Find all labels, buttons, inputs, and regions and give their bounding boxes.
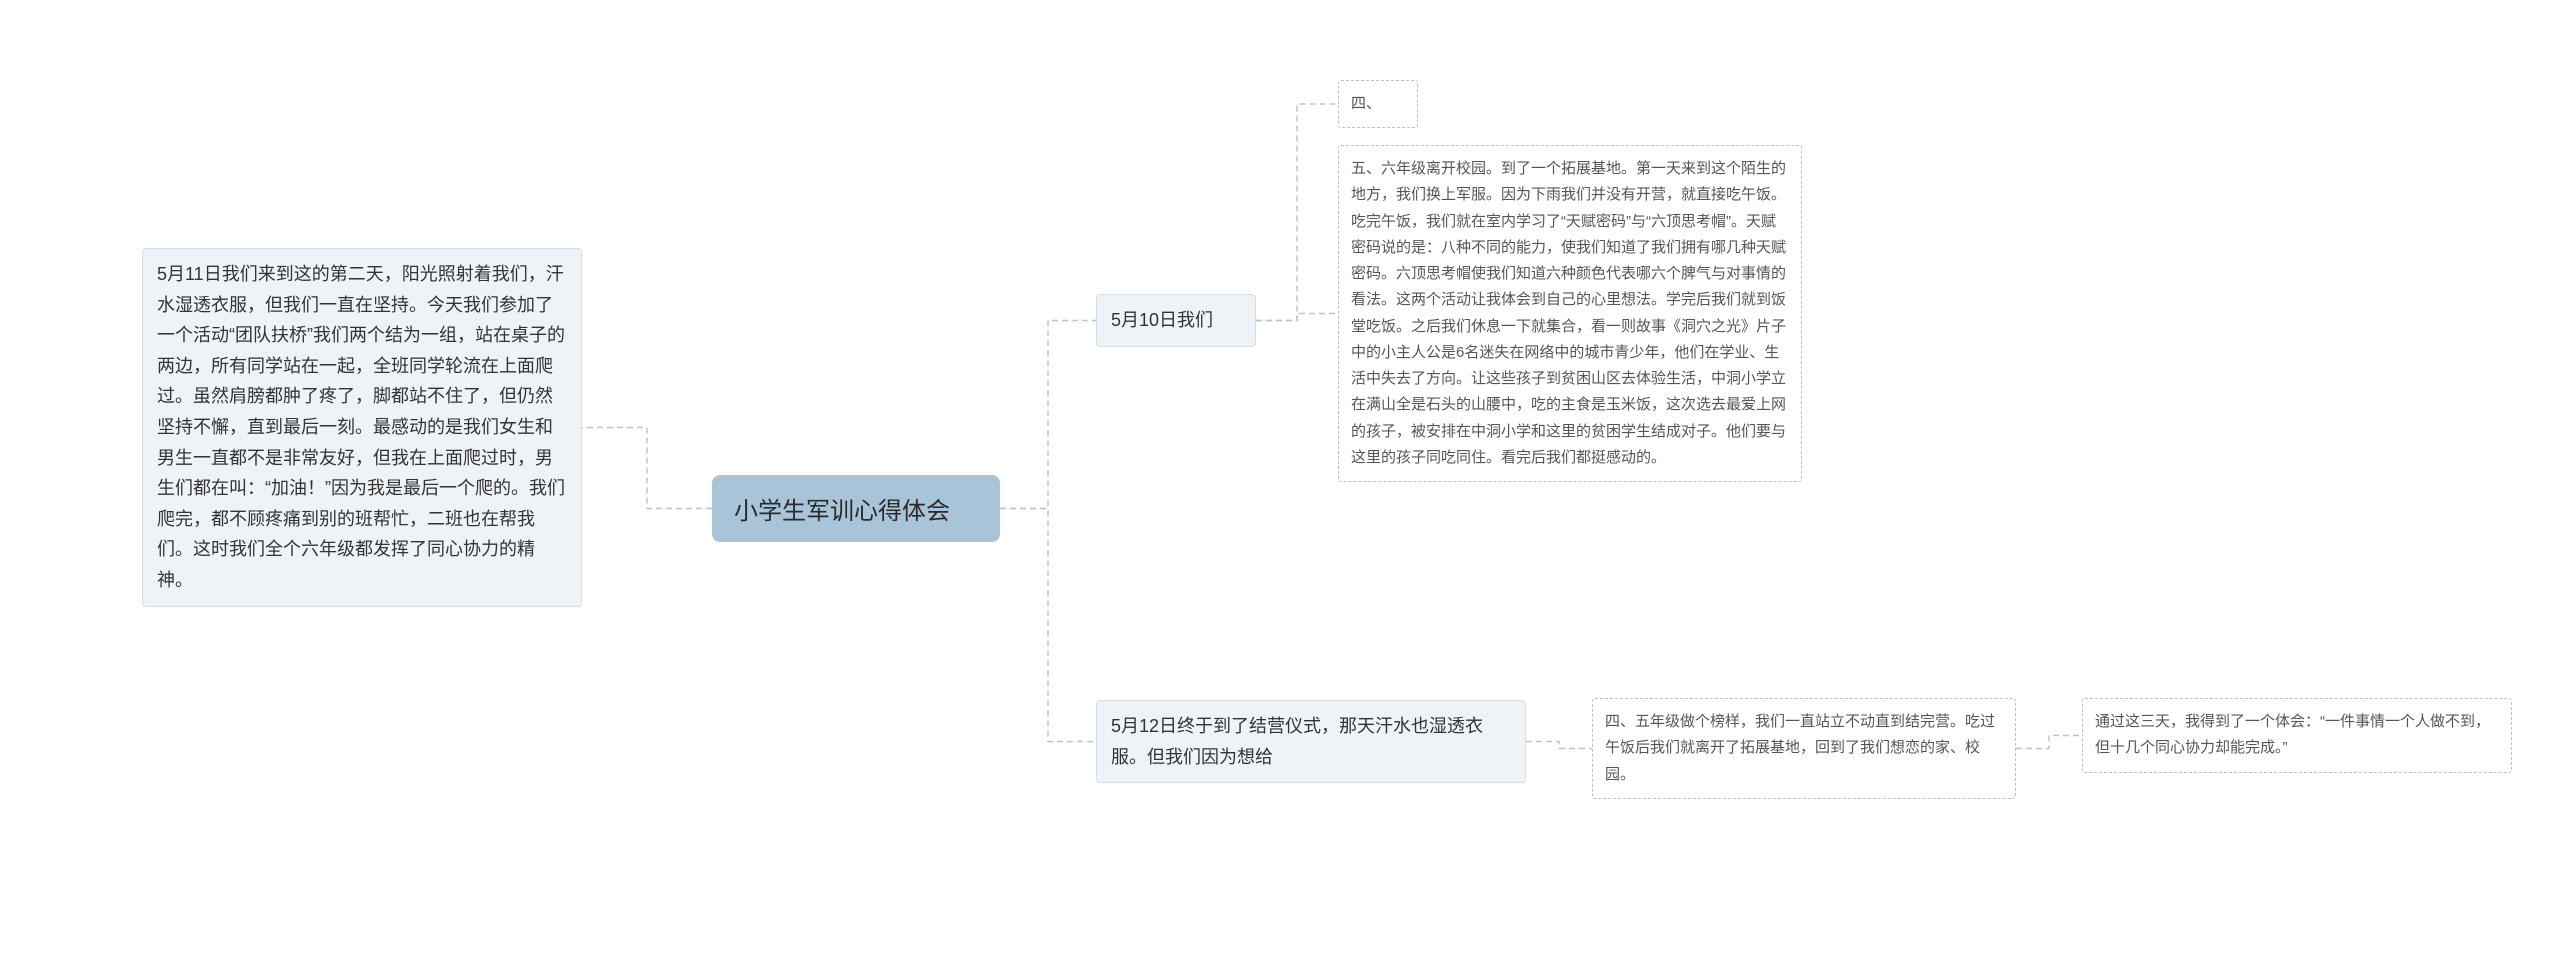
leaf-may10-narrative: 五、六年级离开校园。到了一个拓展基地。第一天来到这个陌生的地方，我们换上军服。因… <box>1338 145 1802 482</box>
branch-may11[interactable]: 5月11日我们来到这的第二天，阳光照射着我们，汗水湿透衣服，但我们一直在坚持。今… <box>142 248 582 607</box>
root-node[interactable]: 小学生军训心得体会 <box>712 475 1000 542</box>
branch-may10[interactable]: 5月10日我们 <box>1096 294 1256 347</box>
leaf-may12-conclusion: 通过这三天，我得到了一个体会：“一件事情一个人做不到，但十几个同心协力却能完成。… <box>2082 698 2512 773</box>
leaf-may10-point4: 四、 <box>1338 80 1418 128</box>
branch-may12[interactable]: 5月12日终于到了结营仪式，那天汗水也湿透衣服。但我们因为想给 <box>1096 700 1526 783</box>
leaf-may12-example: 四、五年级做个榜样，我们一直站立不动直到结完营。吃过午饭后我们就离开了拓展基地，… <box>1592 698 2016 799</box>
